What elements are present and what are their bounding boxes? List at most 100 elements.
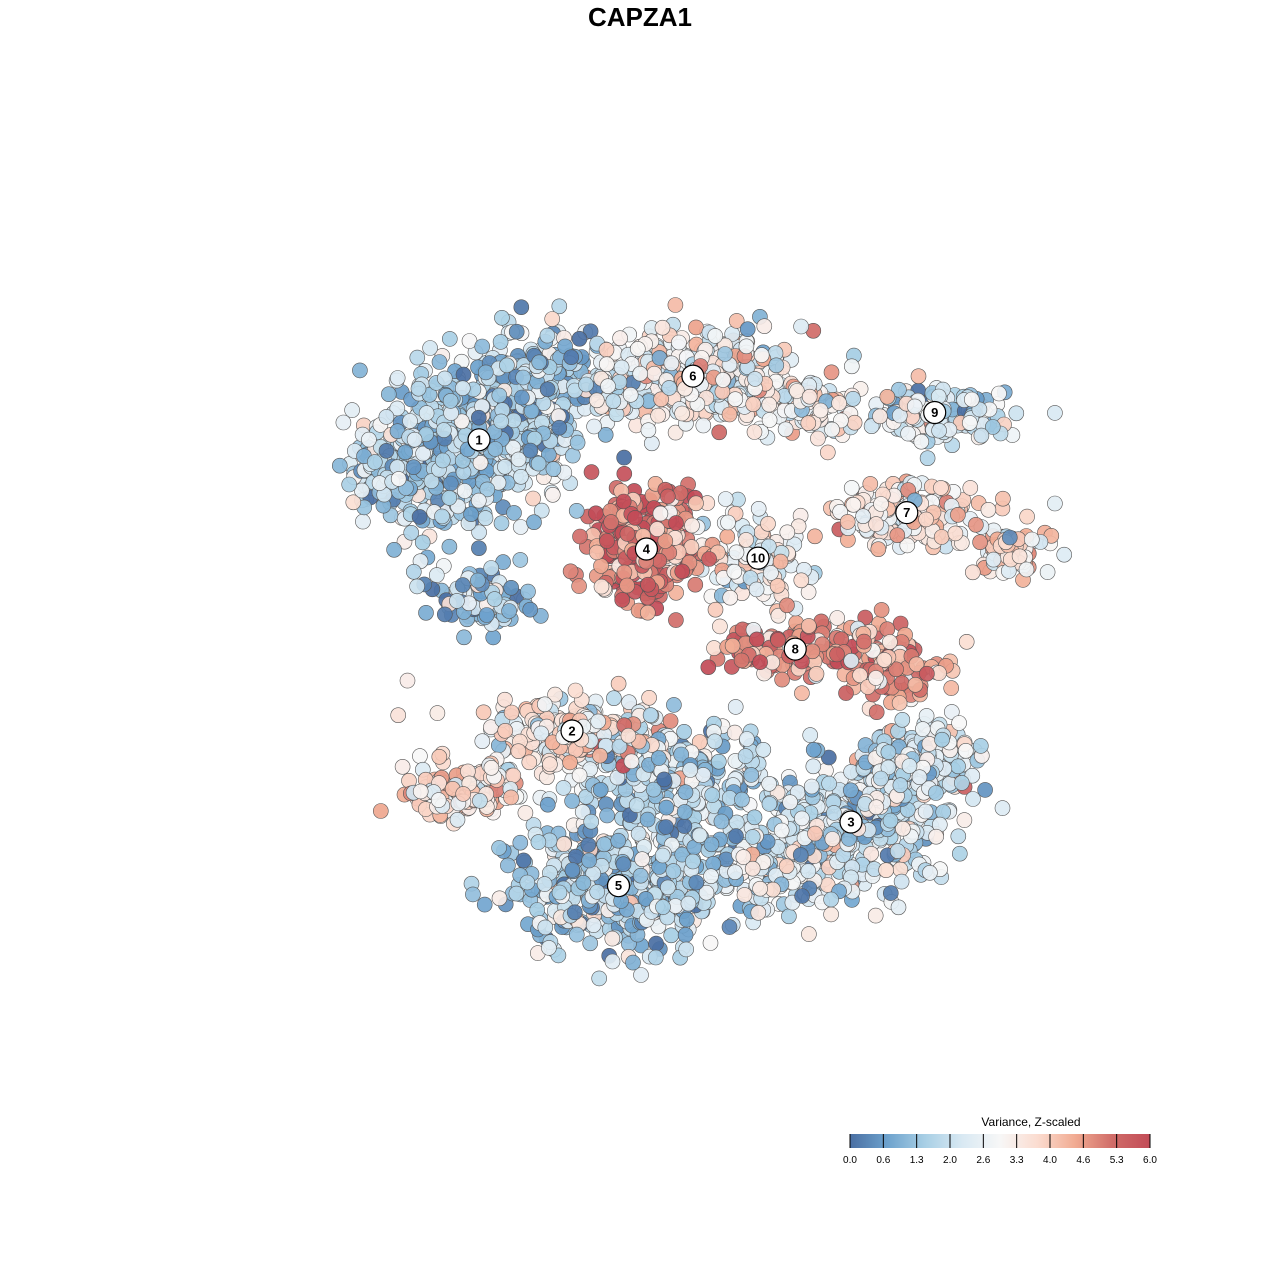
- data-point-cluster-8: [774, 671, 790, 688]
- data-point-cluster-1: [520, 583, 536, 600]
- data-point-cluster-5: [703, 836, 720, 853]
- data-point-cluster-3: [934, 731, 950, 748]
- data-point-cluster-1: [551, 419, 568, 436]
- data-point-cluster-5: [625, 954, 641, 971]
- data-point-cluster-3: [911, 769, 928, 786]
- data-point-cluster-2: [399, 672, 416, 689]
- data-point-cluster-8: [724, 637, 741, 654]
- data-point-cluster-5: [632, 867, 649, 884]
- data-point-cluster-9: [900, 425, 916, 442]
- data-point-cluster-4: [701, 551, 717, 567]
- data-point-cluster-1: [477, 364, 494, 381]
- data-point-cluster-2: [475, 704, 492, 721]
- data-point-cluster-5: [650, 750, 667, 766]
- legend-ticks: 0.0 0.6 1.3 2.0 2.6 3.3 4.0 4.6 5.3 6.0: [843, 1134, 1157, 1166]
- data-point-cluster-4: [593, 578, 610, 595]
- data-point-cluster-3: [918, 708, 935, 724]
- data-point-cluster-3: [842, 782, 859, 799]
- data-point-cluster-6: [761, 396, 778, 413]
- data-point-cluster-5: [556, 836, 572, 852]
- data-point-cluster-1: [456, 483, 473, 499]
- data-point-cluster-1: [436, 606, 453, 623]
- data-point-cluster-9: [910, 368, 927, 385]
- data-point-cluster-1: [483, 560, 500, 576]
- data-point-cluster-3: [744, 829, 761, 845]
- data-point-cluster-5: [541, 940, 557, 956]
- data-point-cluster-7: [980, 501, 997, 518]
- data-point-cluster-9: [1008, 405, 1025, 422]
- data-point-cluster-1: [389, 400, 406, 417]
- data-point-cluster-5: [623, 753, 640, 770]
- data-point-cluster-6: [721, 406, 738, 423]
- data-point-cluster-1: [442, 393, 459, 409]
- data-point-cluster-2: [412, 783, 429, 800]
- data-point-cluster-6: [667, 424, 684, 441]
- data-point-cluster-1: [335, 414, 352, 431]
- data-point-cluster-8: [706, 640, 722, 656]
- data-point-cluster-7: [870, 541, 887, 558]
- data-point-cluster-6: [715, 372, 731, 388]
- data-point-cluster-1: [493, 515, 510, 532]
- data-point-cluster-6: [801, 388, 818, 405]
- data-point-cluster-7: [933, 529, 950, 545]
- data-point-cluster-1: [582, 323, 599, 340]
- data-point-cluster-3: [744, 860, 761, 877]
- data-point-cluster-4: [668, 612, 684, 628]
- data-point-cluster-3: [807, 825, 823, 842]
- data-point-cluster-1: [571, 330, 588, 347]
- data-point-cluster-1: [492, 334, 509, 350]
- data-point-cluster-1: [434, 508, 450, 525]
- data-point-cluster-5: [564, 862, 581, 878]
- data-point-cluster-10: [760, 515, 776, 532]
- data-point-cluster-6: [711, 424, 728, 441]
- data-point-cluster-7: [807, 528, 823, 545]
- data-point-cluster-1: [355, 513, 371, 530]
- data-point-cluster-6: [846, 414, 863, 431]
- data-point-cluster-1: [474, 338, 491, 355]
- cluster-label-5: 5: [606, 874, 631, 898]
- data-point-cluster-7: [1011, 548, 1028, 565]
- cluster-label-text: 4: [643, 542, 651, 557]
- data-point-cluster-3: [950, 758, 966, 775]
- data-point-cluster-1: [499, 357, 515, 374]
- data-point-cluster-1: [477, 510, 494, 526]
- data-point-cluster-1: [605, 393, 622, 410]
- data-point-cluster-2: [503, 704, 520, 721]
- cluster-label-text: 3: [847, 815, 854, 830]
- data-point-cluster-2: [497, 691, 513, 708]
- data-point-cluster-1: [410, 380, 427, 397]
- data-point-cluster-2: [567, 682, 584, 699]
- data-point-cluster-10: [720, 514, 736, 531]
- data-point-cluster-6: [824, 421, 840, 438]
- legend-tick-label: 5.3: [1110, 1155, 1124, 1166]
- data-point-cluster-5: [673, 746, 690, 763]
- data-point-cluster-6: [746, 424, 763, 440]
- data-point-cluster-2: [412, 748, 428, 764]
- data-point-cluster-2: [510, 743, 527, 760]
- data-point-cluster-5: [737, 748, 754, 764]
- cluster-label-6: 6: [681, 364, 705, 388]
- data-point-cluster-2: [562, 754, 578, 771]
- data-point-cluster-1: [569, 434, 586, 451]
- data-point-cluster-5: [630, 825, 647, 842]
- data-point-cluster-10: [748, 581, 765, 598]
- chart-title: CAPZA1: [588, 2, 692, 32]
- data-point-cluster-8: [843, 652, 860, 669]
- data-point-cluster-1: [405, 563, 422, 580]
- data-point-cluster-9: [872, 408, 888, 425]
- cluster-label-4: 4: [634, 537, 659, 561]
- data-point-cluster-6: [777, 421, 794, 438]
- data-point-cluster-2: [542, 756, 558, 773]
- data-point-cluster-1: [405, 459, 422, 476]
- data-point-cluster-4: [562, 563, 579, 580]
- data-point-cluster-2: [571, 767, 588, 784]
- data-point-cluster-1: [545, 461, 562, 477]
- data-point-cluster-8: [700, 659, 717, 676]
- data-point-cluster-1: [539, 327, 556, 344]
- data-point-cluster-3: [823, 891, 839, 908]
- data-point-cluster-10: [738, 532, 754, 548]
- data-point-cluster-7: [1039, 564, 1056, 580]
- data-point-cluster-1: [352, 362, 368, 379]
- data-point-cluster-9: [906, 398, 923, 415]
- data-point-cluster-8: [852, 667, 868, 684]
